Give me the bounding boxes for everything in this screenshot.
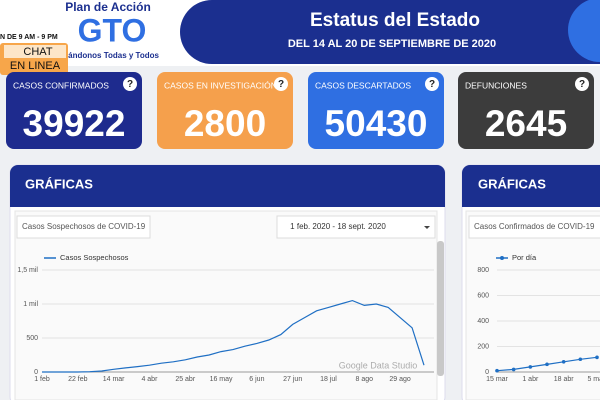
x-tick-label: 8 ago (356, 376, 374, 383)
chat-bottom: EN LINEA (10, 60, 61, 72)
x-tick-label: 25 abr (175, 376, 196, 383)
watermark: Google Data Studio (339, 360, 418, 370)
point (545, 362, 549, 367)
help-icon[interactable]: ? (425, 77, 439, 91)
x-tick-label: 22 feb (68, 376, 88, 383)
help-icon-text: ? (579, 79, 585, 90)
x-tick-label: 15 mar (486, 376, 508, 383)
help-icon-bg (123, 77, 137, 91)
chart-plot: 0 500 1 mil 1,5 mil 1 feb 22 feb 14 mar 4 abr 25… (17, 267, 434, 383)
x-tick-label: 5 may (587, 376, 600, 383)
point (578, 357, 583, 362)
chart-plot: 0 200 400 600 800 15 mar 1 abr 18 abr 5 may (477, 267, 600, 383)
stat-label: DEFUNCIONES (465, 80, 527, 90)
stat-value: 39922 (23, 103, 126, 144)
date-range: 1 feb. 2020 - 18 sept. 2020 (290, 222, 386, 231)
x-tick-label: 1 abr (522, 376, 539, 383)
chart-title: Casos Sospechosos de COVID-19 (22, 222, 146, 231)
x-tick-label: 4 abr (141, 376, 158, 383)
x-tick-label: 18 abr (554, 376, 575, 383)
date-selector[interactable]: 1 feb. 2020 - 18 sept. 2020 (276, 215, 436, 239)
y-tick-label: 600 (477, 292, 489, 299)
chart-title: Casos Confirmados de COVID-19 (474, 222, 595, 231)
x-tick-label: 6 jun (249, 376, 264, 383)
help-icon[interactable]: ? (575, 77, 589, 91)
banner-decoration (568, 0, 600, 62)
y-tick-label: 200 (477, 343, 489, 350)
stat-value: 2645 (485, 103, 567, 144)
y-tick-label: 0 (485, 369, 489, 376)
stat-label: CASOS EN INVESTIGACIÓN (164, 80, 277, 90)
stat-label: CASOS CONFIRMADOS (13, 80, 109, 90)
point (495, 368, 499, 373)
chat-schedule: N DE 9 AM - 9 PM (0, 34, 58, 41)
help-icon-bg (274, 77, 288, 91)
stat-value: 50430 (325, 103, 428, 144)
date-selector-box (276, 215, 436, 239)
stat-card (6, 72, 142, 149)
point (561, 360, 566, 364)
help-icon-text: ? (429, 79, 435, 90)
y-tick-label: 1,5 mil (17, 267, 38, 274)
y-tick-label: 800 (477, 267, 489, 274)
x-tick-label: 29 ago (389, 376, 411, 383)
panel-right: GRÁFICAS Casos Confirmados de COVID-19 (461, 164, 600, 400)
dropdown-arrow (424, 226, 430, 229)
brand-logo: GTO (78, 12, 147, 48)
panel-header (10, 165, 445, 207)
panel-left: GRÁFICAS Casos Sospechosos de COVID-19 1… (9, 164, 446, 400)
stat-card (157, 72, 293, 149)
chart-title-box (468, 215, 600, 239)
panel-header (462, 165, 600, 207)
help-icon[interactable]: ? (123, 77, 137, 91)
header-subtitle: DEL 14 AL 20 DE SEPTIEMBRE DE 2020 (288, 38, 496, 50)
stat-value: 2800 (184, 103, 266, 144)
x-tick-label: 1 feb (34, 376, 50, 383)
x-tick-label: 16 may (210, 376, 233, 383)
y-tick-label: 400 (477, 318, 489, 325)
y-tick-label: 500 (26, 335, 38, 342)
chart-title-box (16, 215, 151, 239)
stat-card (308, 72, 444, 149)
y-tick-label: 0 (34, 369, 38, 376)
header-title: Estatus del Estado (310, 10, 480, 31)
chat-badge-top (4, 45, 66, 58)
panel-title: GRÁFICAS (25, 176, 93, 191)
chart-card (465, 210, 600, 400)
point (511, 367, 516, 372)
help-icon-text: ? (127, 79, 133, 90)
help-icon-bg (425, 77, 439, 91)
chat-top: CHAT (23, 46, 52, 58)
brand-tagline: idándonos Todas y Todos (61, 51, 159, 60)
legend-marker (500, 256, 504, 260)
panel-title: GRÁFICAS (478, 176, 546, 191)
x-tick-label: 14 mar (103, 376, 125, 383)
stat-card (458, 72, 594, 149)
stat-label: CASOS DESCARTADOS (315, 80, 411, 90)
legend-label: Casos Sospechosos (60, 253, 129, 262)
point (595, 355, 599, 360)
scrollbar[interactable] (437, 241, 444, 376)
help-icon-bg (575, 77, 589, 91)
y-tick-label: 1 mil (23, 301, 38, 308)
help-icon-text: ? (278, 79, 284, 90)
x-tick-label: 27 jun (283, 376, 302, 383)
series-line (42, 299, 425, 373)
legend-label: Por día (512, 253, 537, 262)
help-icon[interactable]: ? (274, 77, 288, 91)
chat-badge[interactable]: CHAT EN LINEA (0, 43, 68, 75)
header-banner (180, 0, 600, 64)
brand-top: Plan de Acción (65, 0, 151, 14)
point (528, 365, 533, 369)
x-tick-label: 18 jul (320, 376, 337, 383)
